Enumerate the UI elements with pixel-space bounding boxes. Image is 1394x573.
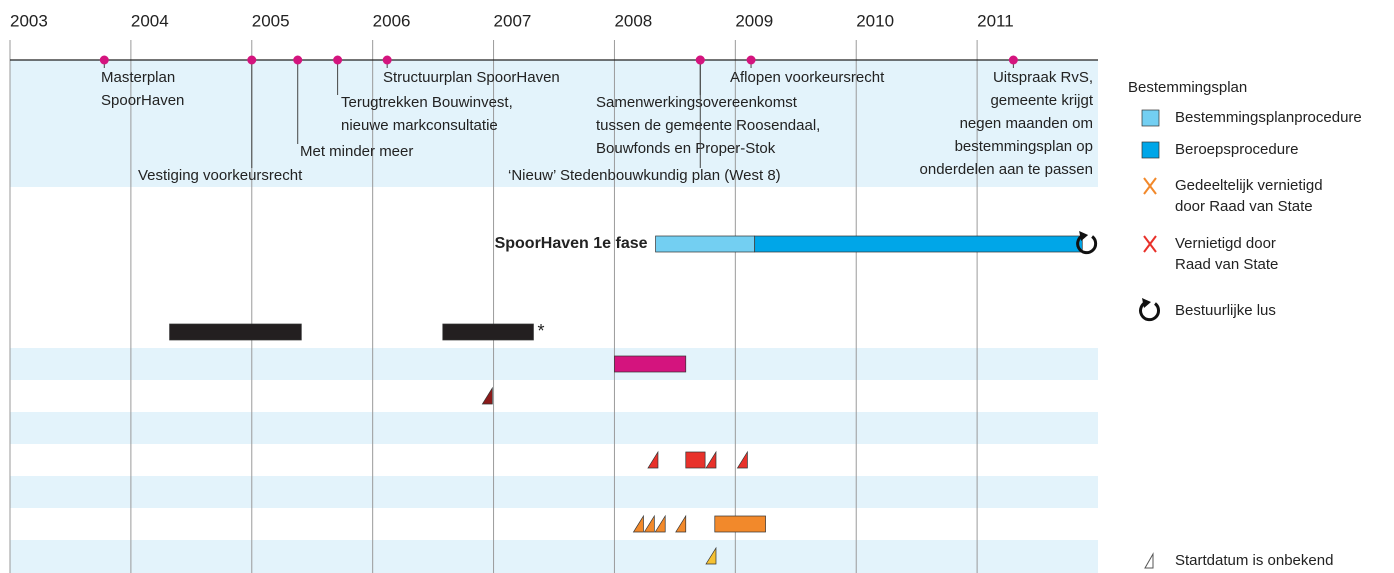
x-tick-label: 2007 (494, 11, 532, 30)
row-band (10, 476, 1098, 508)
row-note: * (537, 321, 544, 341)
event-label: Structuurplan SpoorHaven (383, 69, 560, 86)
unknown-start (481, 386, 493, 405)
event-band (10, 60, 1098, 187)
event-label: Bouwfonds en Proper-Stok (596, 140, 776, 157)
event-label: ‘Nieuw’ Stedenbouwkundig plan (West 8) (508, 167, 781, 184)
unknown-start (675, 514, 687, 533)
event-dot (293, 55, 303, 65)
unknown-start (736, 450, 748, 469)
legend-swatch (1141, 109, 1160, 127)
row-band (10, 540, 1098, 573)
event-label: Uitspraak RvS, (993, 69, 1093, 86)
event-label: nieuwe markconsultatie (341, 117, 498, 134)
event-dot (382, 55, 392, 65)
legend-title: Bestemmingsplan (1128, 79, 1247, 96)
legend-label: Bestemmingsplanprocedure (1175, 109, 1362, 126)
bar (655, 235, 756, 253)
legend-label: door Raad van State (1175, 198, 1313, 215)
legend-label: Raad van State (1175, 256, 1278, 273)
x-tick-label: 2009 (735, 11, 773, 30)
event-label: Met minder meer (300, 143, 413, 160)
bar (442, 323, 534, 341)
event-dot (333, 55, 343, 65)
event-label: Vestiging voorkeursrecht (138, 167, 303, 184)
unknown-start (632, 514, 644, 533)
event-label: bestemmingsplan op (955, 138, 1093, 155)
bar (685, 451, 706, 469)
legend-x (1143, 177, 1157, 195)
event-label: Samenwerkingsovereenkomst (596, 94, 798, 111)
loop-arrow (1142, 298, 1151, 308)
event-dot (247, 55, 257, 65)
unknown-start (643, 514, 655, 533)
legend-label: Beroepsprocedure (1175, 141, 1298, 158)
x-tick-label: 2011 (977, 11, 1014, 30)
x-tick-label: 2004 (131, 11, 169, 30)
loop-icon (1139, 300, 1160, 322)
bar (169, 323, 302, 341)
event-dot (1008, 55, 1018, 65)
legend-label: Bestuurlijke lus (1175, 302, 1276, 319)
bar (714, 515, 766, 533)
loop-arrow (1079, 231, 1089, 241)
x-tick-label: 2008 (614, 11, 652, 30)
x-tick-label: 2003 (10, 11, 48, 30)
event-label: gemeente krijgt (990, 92, 1093, 109)
unknown-start (654, 514, 666, 533)
legend-label: Vernietigd door (1175, 235, 1276, 252)
event-dot (746, 55, 756, 65)
event-label: negen maanden om (960, 115, 1093, 132)
unknown-start (705, 546, 717, 565)
bar (614, 355, 687, 373)
event-label: SpoorHaven (101, 92, 184, 109)
legend-label: Startdatum is onbekend (1175, 552, 1333, 569)
event-label: tussen de gemeente Roosendaal, (596, 117, 820, 134)
legend-swatch (1141, 141, 1160, 159)
event-label: Terugtrekken Bouwinvest, (341, 94, 513, 111)
legend-x (1143, 235, 1157, 253)
unknown-start (647, 450, 659, 469)
x-tick-label: 2006 (373, 11, 411, 30)
row-label: SpoorHaven 1e fase (495, 235, 648, 252)
legend-label: Gedeeltelijk vernietigd (1175, 177, 1323, 194)
bar (754, 235, 1083, 253)
x-tick-label: 2005 (252, 11, 290, 30)
event-dot (99, 55, 109, 65)
event-dot (695, 55, 705, 65)
row-band (10, 412, 1098, 444)
row-band (10, 348, 1098, 380)
event-label: Aflopen voorkeursrecht (730, 69, 885, 86)
event-label: Masterplan (101, 69, 175, 86)
unknown-start (705, 450, 717, 469)
loop-icon (1076, 233, 1098, 255)
x-tick-label: 2010 (856, 11, 894, 30)
legend-triangle (1144, 552, 1154, 569)
event-label: onderdelen aan te passen (920, 161, 1093, 178)
